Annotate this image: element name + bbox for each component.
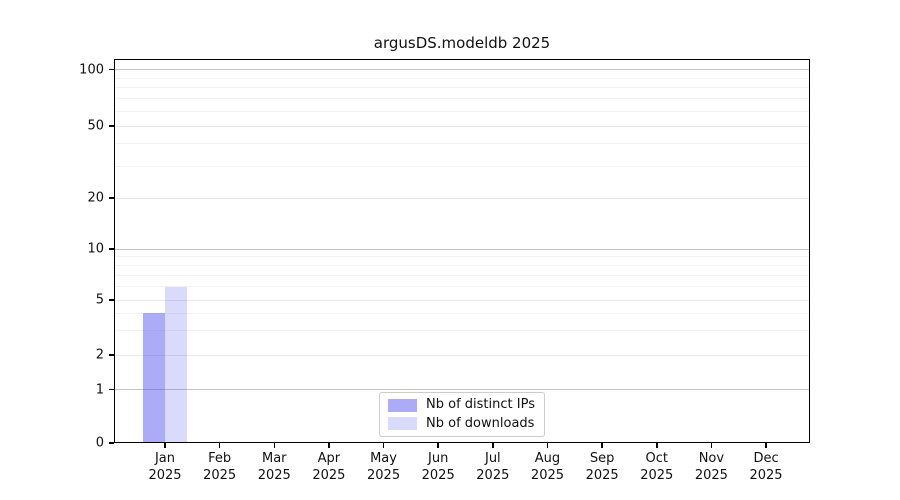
x-tick-mark [328,443,330,448]
x-tick-label-line: 2025 [148,468,182,484]
chart-title: argusDS.modeldb 2025 [373,34,551,52]
legend-swatch-distinct-ips [388,399,418,413]
x-tick-mark [437,443,439,448]
y-tick-label: 2 [95,347,104,363]
x-tick-label-line: 2025 [476,468,510,484]
legend-label-distinct-ips: Nb of distinct IPs [426,397,535,413]
major-gridline [114,389,810,390]
minor-gridline [114,264,810,266]
y-tick-mark [109,125,114,127]
x-tick-label: Jul 2025 [458,450,528,484]
axes-spine [114,59,810,443]
bar-distinct-ips [143,313,165,443]
minor-gridline [114,98,810,100]
x-tick-label-line: 2025 [421,468,455,484]
x-tick-label-line: 2025 [749,468,783,484]
y-tick-mark [109,197,114,199]
x-tick-label-line: 2025 [312,468,346,484]
x-tick-label-line: 2025 [203,468,237,484]
x-tick-label: Mar 2025 [239,450,309,484]
y-tick-label: 100 [79,62,104,77]
x-tick-label: Oct 2025 [622,450,692,484]
x-tick-label-line: 2025 [585,468,619,484]
chart-legend: Nb of distinct IPs Nb of downloads [379,392,545,437]
x-tick-mark [765,443,767,448]
x-tick-label-line: Jan [154,451,176,466]
x-tick-label-line: 2025 [257,468,291,484]
minor-gridline [114,143,810,145]
y-tick-mark [109,442,114,444]
x-tick-mark [546,443,549,448]
x-tick-label-line: Mar [262,451,287,466]
y-tick-label: 0 [95,435,104,451]
x-tick-label: Dec 2025 [731,450,801,484]
x-tick-label-line: Feb [208,451,232,466]
x-tick-mark [492,443,494,448]
x-tick-mark [164,443,166,448]
x-tick-mark [273,443,276,448]
minor-gridline [114,312,810,314]
y-tick-mark [109,354,114,356]
minor-gridline [114,87,810,89]
y-tick-label: 10 [87,241,104,257]
y-tick-label: 1 [95,382,104,397]
legend-entry-distinct-ips: Nb of distinct IPs [388,398,535,412]
y-tick-mark [109,248,114,250]
minor-gridline [114,274,810,276]
x-tick-label: Apr 2025 [294,450,364,484]
x-tick-label: Aug 2025 [512,450,582,484]
minor-gridline [114,165,810,167]
x-tick-label-line: 2025 [367,468,401,484]
x-tick-label-line: 2025 [530,468,565,484]
x-tick-mark [218,443,221,448]
minor-gridline [114,110,810,112]
minor-gridline [114,330,810,332]
x-tick-mark [656,443,658,448]
y-tick-label: 50 [87,118,104,134]
x-tick-label: Sep 2025 [567,450,637,484]
x-tick-label-line: Sep [589,451,615,466]
x-tick-label-line: Oct [645,451,668,466]
legend-label-downloads: Nb of downloads [426,415,535,431]
sub-gridline [114,299,810,301]
minor-gridline [114,77,810,79]
minor-gridline [114,256,810,258]
sub-gridline [114,125,810,127]
bar-downloads [165,286,187,443]
x-tick-mark [601,443,603,448]
sub-gridline [114,197,810,199]
y-tick-label: 20 [87,190,104,206]
x-tick-label-line: 2025 [694,468,728,484]
x-tick-label: May 2025 [349,450,419,484]
x-tick-label-line: Apr [317,451,341,466]
x-tick-label: Jan 2025 [130,450,200,484]
plot-area: Nb of distinct IPs Nb of downloads 0 1 2 5 1… [79,59,810,483]
y-tick-mark [109,388,114,391]
x-tick-label-line: Aug [534,451,561,466]
x-tick-mark [710,443,713,448]
x-tick-label: Jun 2025 [403,450,473,484]
x-tick-label-line: Jul [484,451,501,466]
x-tick-label-line: Jun [428,451,449,466]
x-tick-label-line: May [370,451,397,466]
x-tick-label: Nov 2025 [676,450,746,484]
y-tick-mark [109,299,114,301]
legend-swatch-downloads [388,417,418,431]
x-tick-label: Feb 2025 [185,450,255,484]
sub-gridline [114,354,810,356]
x-tick-label-line: 2025 [640,468,674,484]
major-gridline [114,69,810,70]
x-tick-mark [382,443,385,448]
x-tick-label-line: Nov [698,451,725,466]
major-gridline [114,248,810,250]
legend-entry-downloads: Nb of downloads [388,415,535,431]
y-tick-mark [109,68,114,71]
x-tick-label-line: Dec [753,451,779,466]
minor-gridline [114,286,810,288]
y-tick-label: 5 [95,292,104,308]
